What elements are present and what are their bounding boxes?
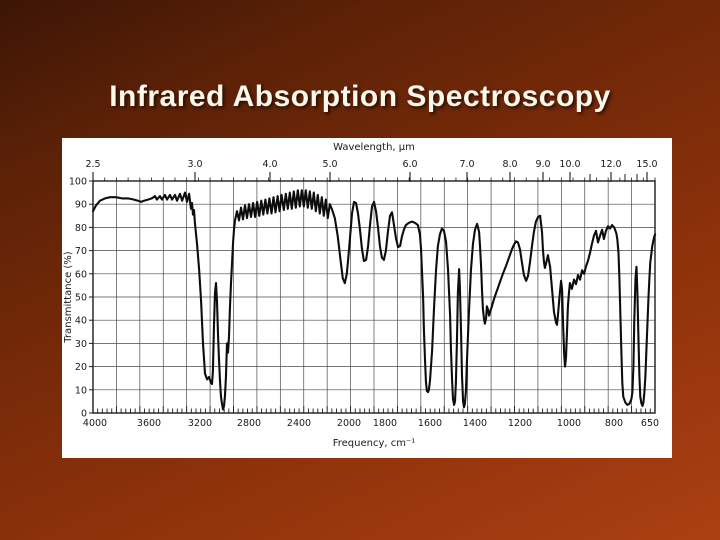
svg-text:1200: 1200 (508, 418, 532, 429)
svg-text:60: 60 (75, 269, 87, 280)
svg-text:7.0: 7.0 (459, 159, 474, 170)
svg-text:2400: 2400 (287, 418, 311, 429)
svg-text:50: 50 (75, 293, 87, 304)
svg-text:Transmittance (%): Transmittance (%) (63, 251, 74, 343)
svg-text:12.0: 12.0 (600, 159, 621, 170)
slide-title: Infrared Absorption Spectroscopy (109, 80, 611, 113)
svg-text:4.0: 4.0 (262, 159, 277, 170)
svg-text:0: 0 (81, 409, 87, 420)
svg-text:100: 100 (69, 177, 87, 188)
svg-text:1400: 1400 (463, 418, 487, 429)
svg-text:1000: 1000 (557, 418, 581, 429)
svg-text:3.0: 3.0 (187, 159, 202, 170)
svg-text:1600: 1600 (418, 418, 442, 429)
svg-text:70: 70 (75, 246, 87, 257)
svg-text:4000: 4000 (83, 418, 107, 429)
spectrum-panel: 2.5 3.0 4.0 5.0 6.0 7.0 8.0 9.0 10.0 12.0 15.0 Wave… (62, 138, 672, 458)
svg-text:3600: 3600 (137, 418, 161, 429)
svg-text:9.0: 9.0 (535, 159, 550, 170)
svg-text:90: 90 (75, 200, 87, 211)
svg-text:650: 650 (641, 418, 659, 429)
svg-text:80: 80 (75, 223, 87, 234)
ir-spectrum-chart: 2.5 3.0 4.0 5.0 6.0 7.0 8.0 9.0 10.0 12.0 15.0 Wave… (63, 142, 659, 449)
svg-text:15.0: 15.0 (636, 159, 657, 170)
svg-text:10: 10 (75, 385, 87, 396)
svg-text:2.5: 2.5 (85, 159, 100, 170)
svg-text:Wavelength, μm: Wavelength, μm (333, 142, 415, 153)
svg-text:20: 20 (75, 362, 87, 373)
svg-text:Frequency, cm⁻¹: Frequency, cm⁻¹ (333, 438, 416, 449)
svg-text:1800: 1800 (373, 418, 397, 429)
svg-text:30: 30 (75, 339, 87, 350)
svg-text:10.0: 10.0 (559, 159, 580, 170)
svg-text:8.0: 8.0 (502, 159, 517, 170)
svg-text:5.0: 5.0 (322, 159, 337, 170)
svg-text:2800: 2800 (237, 418, 261, 429)
svg-text:40: 40 (75, 316, 87, 327)
svg-text:800: 800 (605, 418, 623, 429)
svg-text:6.0: 6.0 (402, 159, 417, 170)
svg-text:2000: 2000 (337, 418, 361, 429)
svg-text:3200: 3200 (188, 418, 212, 429)
